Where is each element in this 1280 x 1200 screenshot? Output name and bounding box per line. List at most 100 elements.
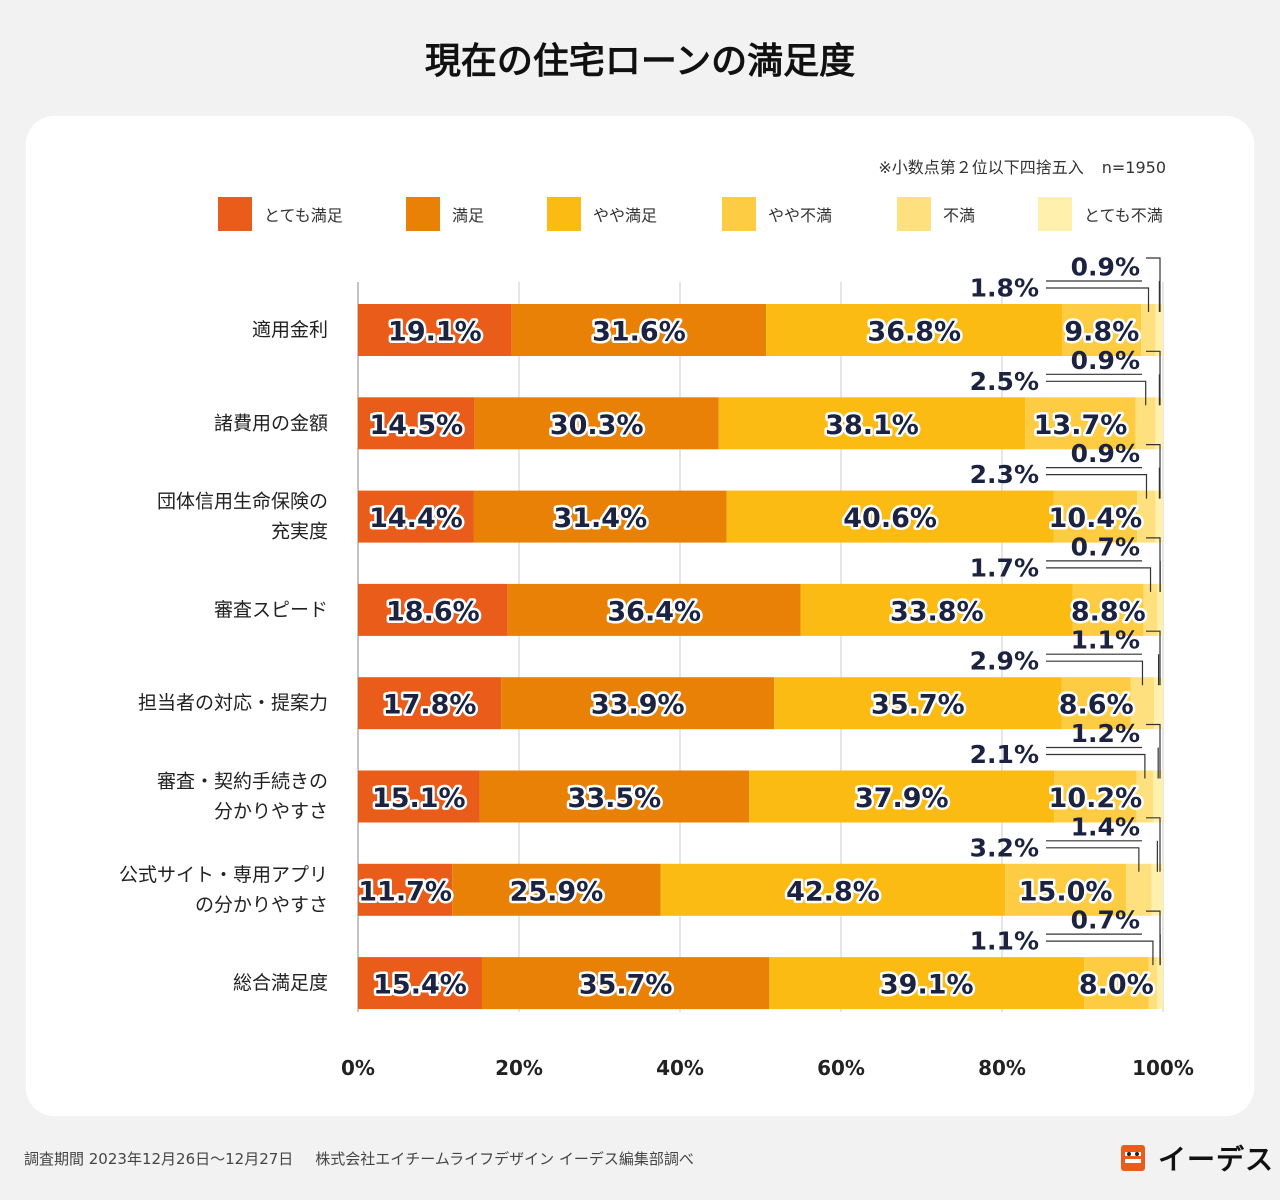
callout-leader	[1146, 817, 1161, 872]
legend-item-very-dissatisfied: とても不満	[1038, 197, 1163, 231]
data-label: 15.1%	[372, 783, 466, 814]
callout-leader	[1146, 444, 1161, 499]
bar-segment	[1084, 957, 1149, 1010]
callout-leader	[1146, 257, 1161, 312]
data-label: 1.1%	[1071, 626, 1140, 655]
bar-segment	[358, 770, 480, 823]
legend-item-satisfied: 満足	[406, 197, 484, 231]
data-label: 0.9%	[1071, 253, 1140, 282]
category-label: 充実度	[271, 521, 328, 543]
data-label: 31.4%	[553, 503, 647, 534]
legend-label: 満足	[452, 206, 485, 225]
bar-segment	[1151, 863, 1163, 916]
bar-segment	[358, 677, 502, 730]
data-label: 36.8%	[867, 317, 961, 348]
bar-segment	[1025, 397, 1136, 450]
callout-leader	[1046, 847, 1140, 872]
rounding-note: ※小数点第２位以下四捨五入	[878, 158, 1084, 177]
bar-segment	[358, 583, 508, 636]
legend-swatch	[1038, 197, 1072, 231]
data-label: 1.1%	[970, 927, 1039, 956]
bar-segment	[1062, 304, 1142, 356]
data-label: 1.8%	[970, 274, 1039, 303]
bar-segment	[1155, 397, 1163, 450]
bar-segment	[358, 957, 482, 1010]
data-label: 15.4%	[373, 970, 467, 1001]
bar-segment	[1053, 490, 1138, 543]
callout-leader	[1146, 723, 1161, 779]
data-label: 8.8%	[1071, 596, 1146, 627]
bar-segment	[1153, 770, 1163, 823]
bar-segment	[1141, 304, 1156, 356]
data-label: 0.9%	[1071, 346, 1140, 375]
bar-segment	[1061, 677, 1131, 730]
survey-period: 調査期間 2023年12月26日〜12月27日	[24, 1150, 294, 1168]
bar-segment	[473, 490, 727, 543]
callout-leader	[1046, 380, 1147, 406]
data-label: 33.9%	[591, 690, 685, 721]
data-label: 39.1%	[880, 970, 974, 1001]
chart-note: ※小数点第２位以下四捨五入 n=1950	[0, 154, 1166, 178]
bar-segment	[479, 770, 750, 823]
bar-segment	[1137, 490, 1156, 543]
data-label: 2.9%	[970, 647, 1039, 676]
legend-swatch	[406, 197, 440, 231]
data-label: 0.7%	[1071, 532, 1140, 561]
bar-segment	[1130, 677, 1155, 730]
legend-item-dissatisfied: 不満	[897, 197, 975, 231]
legend-swatch	[547, 197, 581, 231]
brand-logo: イーデス	[1118, 1138, 1274, 1178]
data-label: 17.8%	[383, 690, 477, 721]
legend-swatch	[722, 197, 756, 231]
brand-mascot-icon	[1121, 1145, 1145, 1171]
bar-segment	[507, 583, 801, 636]
x-tick-label: 0%	[341, 1056, 375, 1080]
legend-label: とても不満	[1084, 206, 1163, 225]
bar-segment	[726, 490, 1054, 543]
data-label: 36.4%	[607, 596, 701, 627]
data-label: 2.5%	[970, 367, 1039, 396]
category-label: 諸費用の金額	[214, 412, 328, 434]
data-label: 33.8%	[890, 596, 984, 627]
category-label: 審査スピード	[214, 599, 328, 621]
bar-segment	[1054, 770, 1137, 823]
bar-segment	[1136, 770, 1154, 823]
data-label: 2.1%	[970, 740, 1039, 769]
data-label: 42.8%	[786, 876, 880, 907]
bar-segment	[358, 490, 474, 543]
bar-segment	[358, 397, 475, 450]
data-label: 13.7%	[1034, 410, 1128, 441]
data-label: 11.7%	[358, 876, 452, 907]
callout-leader	[1046, 287, 1150, 312]
callout-leader	[1046, 660, 1144, 686]
bar-segment	[769, 957, 1085, 1010]
bar-segment	[1005, 863, 1126, 916]
bar-segment	[800, 583, 1073, 636]
data-label: 14.5%	[370, 410, 464, 441]
data-label: 19.1%	[388, 317, 482, 348]
bar-segment	[1125, 863, 1152, 916]
legend-label: やや不満	[768, 206, 833, 225]
legend-label: とても満足	[264, 206, 343, 225]
x-tick-label: 60%	[817, 1056, 865, 1080]
bar-segment	[774, 677, 1062, 730]
bar-segment	[1143, 583, 1158, 636]
data-label: 33.5%	[568, 783, 662, 814]
data-label: 31.6%	[592, 317, 686, 348]
data-label: 1.7%	[970, 553, 1039, 582]
bar-segment	[511, 304, 767, 356]
legend-swatch	[897, 197, 931, 231]
x-tick-label: 40%	[656, 1056, 704, 1080]
data-label: 0.7%	[1071, 906, 1140, 935]
data-label: 30.3%	[550, 410, 644, 441]
legend-label: 不満	[943, 206, 976, 225]
data-label: 25.9%	[510, 876, 604, 907]
data-label: 10.2%	[1049, 783, 1143, 814]
callout-leader	[1046, 753, 1146, 779]
data-label: 8.6%	[1059, 690, 1134, 721]
data-label: 1.2%	[1071, 719, 1140, 748]
category-label: 分かりやすさ	[214, 801, 328, 823]
data-label: 15.0%	[1019, 876, 1113, 907]
sample-size: n=1950	[1101, 158, 1166, 177]
